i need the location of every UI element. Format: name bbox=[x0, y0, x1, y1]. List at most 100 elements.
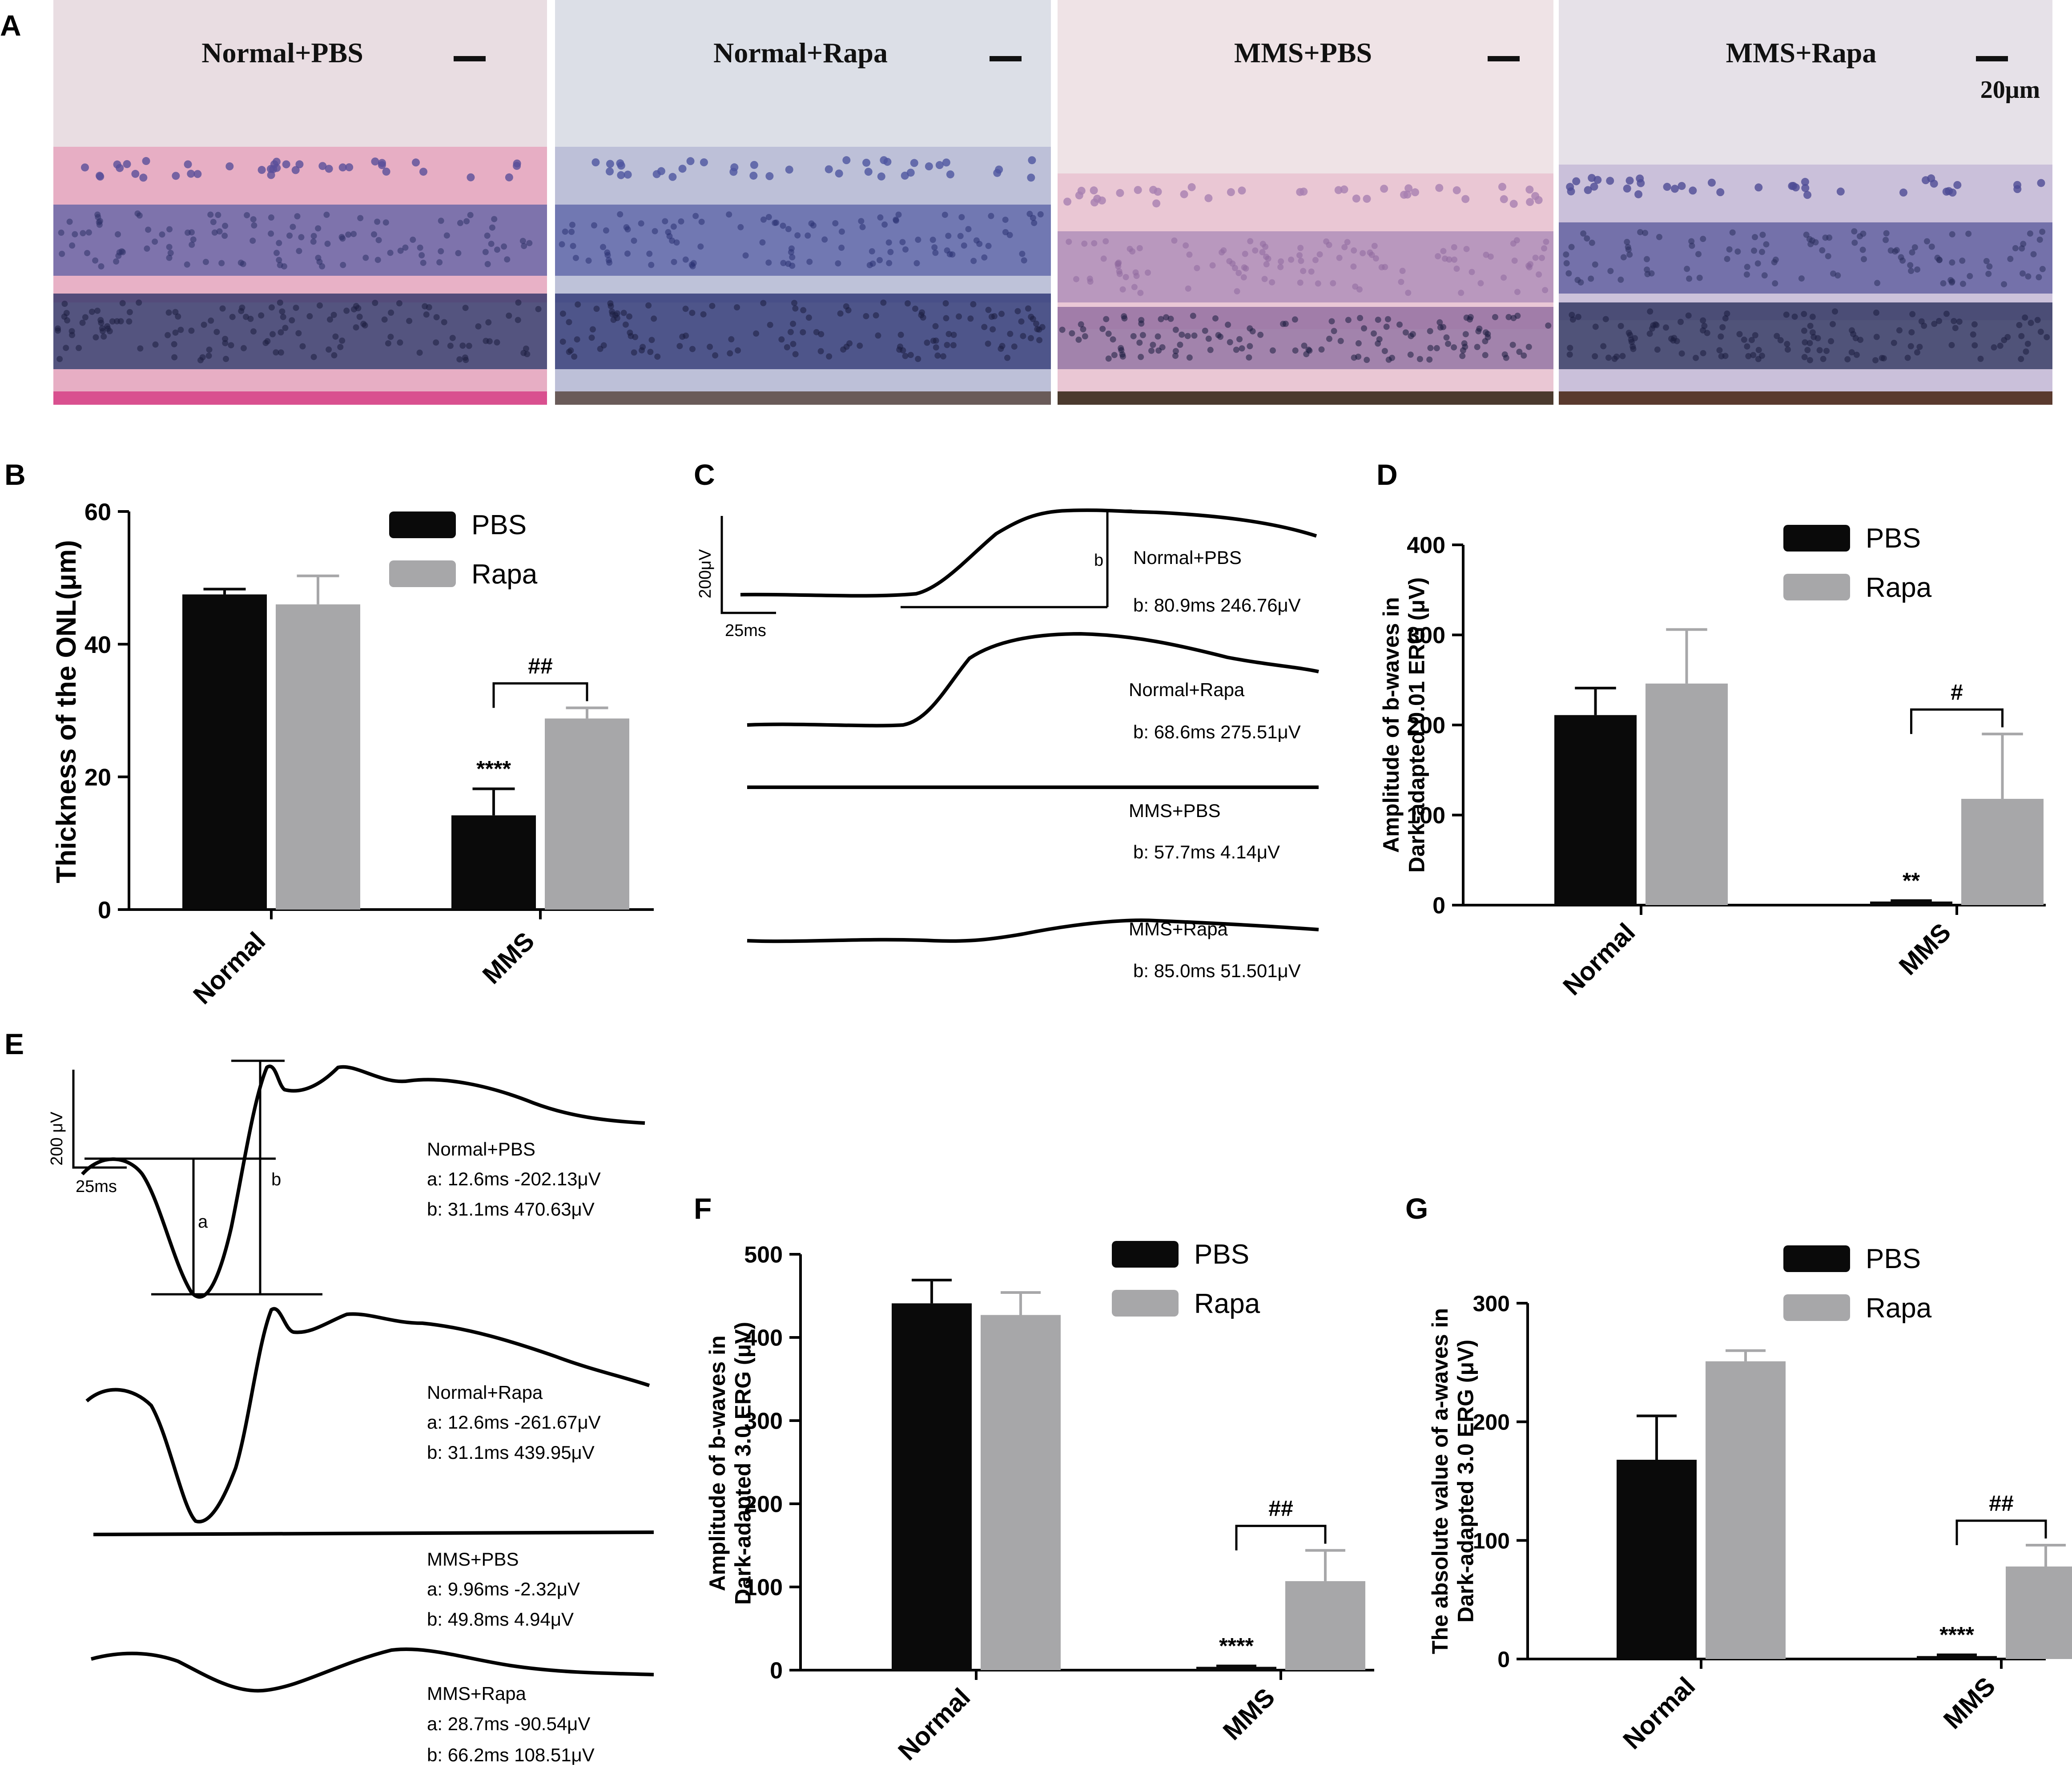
micro-cell-dot bbox=[535, 306, 542, 312]
micro-cell-dot bbox=[826, 353, 833, 360]
micro-cell-dot bbox=[785, 165, 793, 174]
micro-cell-dot bbox=[931, 244, 938, 251]
micro-cell-dot bbox=[1384, 316, 1391, 322]
micro-cell-dot bbox=[2012, 245, 2019, 252]
y-tick-label: 200 bbox=[1407, 713, 1445, 739]
micro-cell-dot bbox=[1750, 352, 1757, 358]
micro-cell-dot bbox=[934, 352, 941, 359]
micro-cell-dot bbox=[1037, 211, 1044, 217]
micro-cell-dot bbox=[1567, 187, 1575, 196]
micro-cell-dot bbox=[1907, 262, 1914, 269]
micro-cell-dot bbox=[1227, 188, 1235, 197]
b-wave-label: b bbox=[1094, 551, 1103, 570]
micro-cell-dot bbox=[895, 211, 902, 218]
micro-cell-dot bbox=[1908, 268, 1915, 274]
micro-cell-dot bbox=[1928, 243, 1935, 250]
significance-stars: **** bbox=[1219, 1634, 1254, 1659]
micro-cell-dot bbox=[1350, 263, 1357, 270]
micro-cell-dot bbox=[1719, 324, 1726, 330]
micro-cell-dot bbox=[1149, 185, 1158, 194]
micro-cell-dot bbox=[2044, 334, 2050, 341]
micro-cell-dot bbox=[1716, 188, 1725, 197]
micro-cell-dot bbox=[1297, 279, 1304, 286]
micro-cell-dot bbox=[416, 349, 423, 356]
micro-cell-dot bbox=[433, 314, 440, 321]
micro-cell-dot bbox=[857, 342, 863, 349]
legend-label-pbs: PBS bbox=[1194, 1239, 1249, 1270]
micro-cell-dot bbox=[910, 159, 918, 167]
significance-stars: **** bbox=[1939, 1623, 1974, 1647]
micro-cell-dot bbox=[998, 310, 1005, 317]
micro-cell-dot bbox=[1991, 344, 1997, 351]
micro-cell-dot bbox=[1534, 196, 1543, 204]
bar-rapa-normal bbox=[1646, 683, 1728, 905]
y-axis-label: The absolute value of a-waves in bbox=[1428, 1308, 1452, 1654]
micro-cell-dot bbox=[216, 228, 223, 235]
micro-cell-dot bbox=[1474, 344, 1481, 350]
micro-cell-dot bbox=[1590, 182, 1598, 191]
micro-cell-dot bbox=[1510, 315, 1517, 322]
micro-cell-dot bbox=[1131, 284, 1138, 290]
micro-cell-dot bbox=[638, 220, 644, 227]
micro-cell-dot bbox=[1462, 343, 1469, 350]
micro-cell-dot bbox=[765, 214, 772, 221]
micro-cell-dot bbox=[1259, 241, 1266, 247]
micro-cell-dot bbox=[1300, 268, 1307, 274]
micro-cell-dot bbox=[2016, 322, 2023, 328]
micro-cell-dot bbox=[1381, 348, 1388, 354]
micro-cell-dot bbox=[1646, 330, 1653, 337]
micro-cell-dot bbox=[805, 314, 812, 321]
micro-cell-dot bbox=[222, 340, 229, 346]
micro-cell-dot bbox=[101, 333, 107, 340]
micro-cell-dot bbox=[332, 333, 339, 340]
micro-cell-dot bbox=[623, 224, 630, 230]
micro-cell-dot bbox=[1451, 344, 1457, 350]
micro-cell-dot bbox=[1371, 242, 1378, 249]
micro-cell-dot bbox=[171, 354, 178, 361]
micro-cell-dot bbox=[1435, 253, 1441, 260]
micro-cell-dot bbox=[1033, 320, 1039, 327]
micro-nuclei bbox=[559, 210, 1046, 362]
micro-cell-dot bbox=[1574, 277, 1581, 283]
micro-cell-dot bbox=[726, 211, 732, 218]
scale-bar-4 bbox=[1976, 56, 2008, 61]
micro-cell-dot bbox=[1437, 324, 1444, 331]
micro-cell-dot bbox=[56, 356, 63, 362]
micro-cell-dot bbox=[1686, 275, 1693, 282]
micro-cell-dot bbox=[118, 248, 125, 255]
micro-cell-dot bbox=[1748, 337, 1755, 343]
micro-cell-dot bbox=[1002, 217, 1009, 223]
micro-cell-dot bbox=[172, 309, 179, 315]
micro-cell-dot bbox=[2018, 333, 2025, 339]
micro-cell-dot bbox=[272, 157, 281, 166]
x-category-label: MMS bbox=[1938, 1671, 2001, 1735]
micro-inner-segment bbox=[1058, 173, 1553, 231]
bar-rapa-mms bbox=[545, 718, 629, 910]
micro-cell-dot bbox=[569, 221, 575, 228]
micro-cell-dot bbox=[447, 342, 454, 349]
micro-nuclei bbox=[1059, 237, 1552, 363]
micro-cell-dot bbox=[1970, 331, 1976, 338]
micro-cell-dot bbox=[943, 315, 949, 322]
micro-cell-dot bbox=[1542, 287, 1549, 294]
micro-cell-dot bbox=[1707, 178, 1716, 187]
micro-cell-dot bbox=[1247, 238, 1254, 245]
micro-cell-dot bbox=[524, 351, 531, 358]
micro-cell-dot bbox=[1951, 318, 1957, 324]
micro-cell-dot bbox=[845, 307, 852, 314]
micro-cell-dot bbox=[904, 300, 911, 307]
micro-cell-dot bbox=[494, 246, 500, 253]
micro-cell-dot bbox=[1360, 250, 1366, 257]
micrograph-title-mms-pbs: MMS+PBS bbox=[1234, 37, 1372, 68]
micro-cell-dot bbox=[1492, 314, 1498, 320]
y-tick-label: 400 bbox=[744, 1325, 783, 1351]
micro-cell-dot bbox=[1318, 346, 1325, 353]
micro-cell-dot bbox=[485, 319, 492, 326]
micro-cell-dot bbox=[1883, 237, 1889, 243]
micro-cell-dot bbox=[1921, 322, 1927, 329]
micro-cell-dot bbox=[1695, 251, 1702, 258]
micro-cell-dot bbox=[678, 165, 687, 173]
bar-rapa-mms bbox=[1285, 1581, 1365, 1670]
micro-cell-dot bbox=[1798, 275, 1805, 282]
micro-cell-dot bbox=[880, 156, 888, 165]
